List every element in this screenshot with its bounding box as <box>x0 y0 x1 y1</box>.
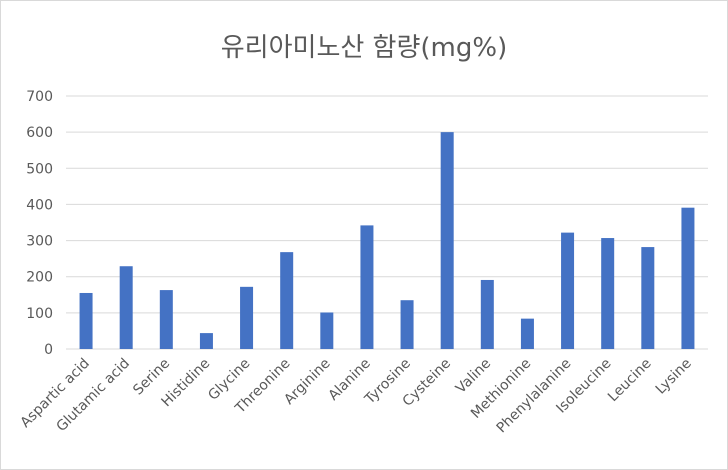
bar <box>601 238 615 349</box>
bar <box>159 290 173 349</box>
y-tick-label: 100 <box>26 306 53 322</box>
bar <box>641 247 655 349</box>
y-axis-tick-labels: 0 100 200 300 400 500 600 700 <box>26 89 53 358</box>
bar <box>360 225 374 349</box>
bar <box>199 333 213 349</box>
y-tick-label: 200 <box>26 270 53 286</box>
bar <box>400 300 414 349</box>
y-tick-label: 0 <box>44 342 53 358</box>
bar <box>520 318 534 349</box>
gridlines <box>66 95 708 350</box>
y-tick-label: 700 <box>26 89 53 105</box>
x-tick-label: Aspartic acid <box>17 356 92 431</box>
bar <box>440 132 454 349</box>
x-tick-label: Glutamic acid <box>54 356 133 435</box>
bar <box>280 252 294 349</box>
y-tick-label: 600 <box>26 125 53 141</box>
bars <box>79 132 695 349</box>
bar <box>480 279 494 349</box>
bar <box>119 266 133 349</box>
bar <box>79 292 93 349</box>
y-tick-label: 500 <box>26 161 53 177</box>
y-tick-label: 400 <box>26 197 53 213</box>
bar <box>320 312 334 349</box>
bar <box>681 207 695 349</box>
x-tick-label: Lysine <box>653 356 695 398</box>
y-tick-label: 300 <box>26 234 53 250</box>
bar <box>240 286 254 349</box>
x-tick-label: Leucine <box>605 356 655 406</box>
chart-title: 유리아미노산 함량(mg%) <box>220 33 508 63</box>
bar <box>561 232 575 349</box>
